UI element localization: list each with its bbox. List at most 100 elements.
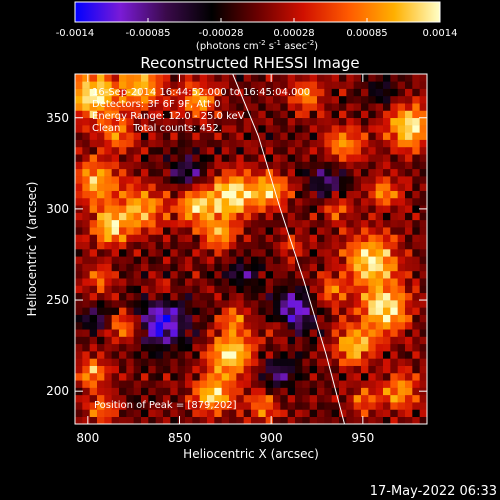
heatmap-cell	[104, 394, 112, 403]
heatmap-cell	[309, 285, 318, 294]
heatmap-cell	[390, 292, 398, 301]
heatmap-cell	[339, 292, 347, 301]
heatmap-cell	[346, 336, 354, 345]
heatmap-cell	[419, 110, 428, 119]
heatmap-cell	[273, 270, 281, 279]
heatmap-cell	[119, 103, 127, 111]
heatmap-cell	[353, 205, 362, 213]
heatmap-cell	[295, 234, 303, 243]
heatmap-cell	[148, 343, 156, 352]
heatmap-cell	[375, 161, 384, 170]
heatmap-cell	[207, 387, 215, 396]
heatmap-cell	[251, 278, 259, 286]
heatmap-cell	[214, 402, 222, 410]
heatmap-cell	[390, 394, 398, 403]
heatmap-cell	[390, 219, 398, 228]
heatmap-cell	[177, 380, 186, 388]
heatmap-cell	[295, 176, 303, 184]
heatmap-cell	[309, 212, 318, 221]
y-tick-label: 300	[46, 202, 69, 216]
heatmap-cell	[258, 88, 266, 97]
heatmap-cell	[82, 117, 90, 126]
heatmap-cell	[383, 154, 391, 162]
heatmap-cell	[126, 95, 134, 104]
heatmap-cell	[229, 270, 237, 279]
heatmap-cell	[155, 343, 164, 352]
heatmap-cell	[309, 409, 318, 418]
heatmap-cell	[207, 285, 215, 294]
heatmap-cell	[397, 372, 406, 381]
heatmap-cell	[236, 314, 244, 323]
heatmap-cell	[177, 256, 186, 264]
heatmap-cell	[419, 234, 428, 243]
heatmap-cell	[155, 307, 164, 315]
heatmap-cell	[353, 74, 362, 82]
heatmap-cell	[236, 95, 244, 104]
heatmap-cell	[221, 402, 230, 410]
heatmap-cell	[170, 387, 178, 396]
heatmap-cell	[331, 402, 340, 410]
heatmap-cell	[383, 380, 391, 388]
heatmap-cell	[148, 125, 156, 133]
heatmap-cell	[119, 212, 127, 221]
heatmap-cell	[155, 249, 164, 257]
heatmap-cell	[280, 183, 288, 191]
heatmap-cell	[97, 146, 105, 155]
heatmap-cell	[375, 219, 384, 228]
heatmap-cell	[251, 416, 259, 425]
heatmap-cell	[177, 234, 186, 243]
heatmap-cell	[163, 351, 171, 359]
heatmap-cell	[273, 300, 281, 308]
heatmap-cell	[243, 161, 252, 170]
heatmap-cell	[97, 343, 105, 352]
heatmap-cell	[295, 307, 303, 315]
heatmap-cell	[353, 95, 362, 104]
heatmap-cell	[412, 103, 420, 111]
heatmap-cell	[199, 103, 208, 111]
heatmap-cell	[331, 219, 340, 228]
heatmap-cell	[236, 416, 244, 425]
heatmap-cell	[243, 74, 252, 82]
heatmap-cell	[141, 117, 149, 126]
heatmap-cell	[177, 241, 186, 250]
heatmap-cell	[133, 292, 142, 301]
heatmap-cell	[126, 205, 134, 213]
heatmap-cell	[243, 321, 252, 330]
heatmap-cell	[221, 183, 230, 191]
heatmap-cell	[353, 285, 362, 294]
heatmap-cell	[126, 146, 134, 155]
heatmap-cell	[295, 227, 303, 235]
heatmap-cell	[265, 365, 274, 374]
heatmap-cell	[199, 183, 208, 191]
heatmap-cell	[317, 125, 325, 133]
heatmap-cell	[368, 110, 376, 119]
heatmap-cell	[192, 154, 200, 162]
heatmap-cell	[280, 402, 288, 410]
heatmap-cell	[361, 139, 369, 148]
heatmap-cell	[243, 249, 252, 257]
heatmap-cell	[82, 409, 90, 418]
heatmap-cell	[192, 241, 200, 250]
heatmap-cell	[177, 394, 186, 403]
heatmap-cell	[177, 278, 186, 286]
heatmap-cell	[243, 197, 252, 206]
heatmap-cell	[75, 351, 83, 359]
heatmap-cell	[353, 146, 362, 155]
heatmap-cell	[141, 300, 149, 308]
heatmap-cell	[185, 161, 193, 170]
heatmap-cell	[214, 336, 222, 345]
heatmap-cell	[419, 307, 428, 315]
heatmap-cell	[243, 190, 252, 199]
heatmap-cell	[199, 197, 208, 206]
heatmap-cell	[339, 197, 347, 206]
heatmap-cell	[412, 95, 420, 104]
heatmap-cell	[185, 81, 193, 89]
heatmap-cell	[339, 161, 347, 170]
heatmap-cell	[390, 197, 398, 206]
heatmap-cell	[148, 205, 156, 213]
heatmap-cell	[295, 168, 303, 177]
heatmap-cell	[207, 161, 215, 170]
heatmap-cell	[126, 372, 134, 381]
heatmap-cell	[221, 110, 230, 119]
heatmap-cell	[111, 183, 120, 191]
